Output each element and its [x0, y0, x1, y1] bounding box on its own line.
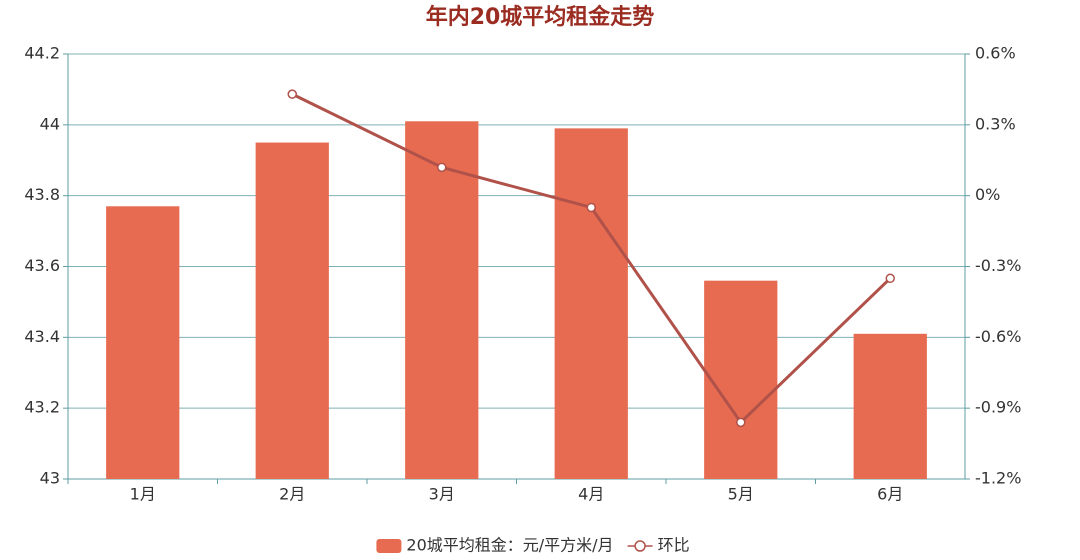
y2-tick-label: 0.3%	[975, 114, 1016, 133]
bar	[853, 333, 927, 479]
y-tick-label: 44.2	[24, 44, 60, 63]
x-tick-label: 1月	[130, 485, 156, 504]
y-tick-label: 44	[40, 114, 60, 133]
chart-title: 年内20城平均租金走势	[426, 4, 655, 30]
bar	[704, 280, 778, 479]
y2-tick-label: 0%	[975, 185, 1000, 204]
legend-swatch	[376, 539, 402, 553]
legend-label: 20城平均租金：元/平方米/月	[406, 536, 613, 555]
line-point	[437, 162, 447, 173]
bar	[106, 206, 180, 479]
y-tick-label: 43.6	[24, 256, 60, 275]
bar	[255, 142, 329, 479]
line-point	[736, 417, 746, 428]
line-point	[287, 89, 297, 99]
y2-tick-label: -0.6%	[975, 327, 1021, 346]
legend-label: 环比	[658, 536, 690, 555]
y2-tick-label: -1.2%	[975, 469, 1021, 488]
y-tick-label: 43.4	[24, 327, 60, 346]
x-tick-label: 4月	[578, 485, 604, 504]
x-tick-label: 5月	[728, 485, 754, 504]
y2-tick-label: -0.3%	[975, 256, 1021, 275]
x-tick-label: 2月	[279, 485, 305, 504]
bar	[405, 121, 479, 480]
y-tick-label: 43.8	[24, 185, 60, 204]
y-tick-label: 43	[40, 469, 60, 488]
x-tick-label: 6月	[877, 485, 903, 504]
y2-tick-label: -0.9%	[975, 398, 1021, 417]
legend-swatch-point	[634, 540, 646, 552]
line-point	[586, 202, 596, 213]
x-tick-label: 3月	[429, 485, 455, 504]
line-point	[885, 273, 895, 284]
y-tick-label: 43.2	[24, 398, 60, 417]
y2-tick-label: 0.6%	[975, 44, 1016, 63]
bar	[554, 128, 628, 479]
